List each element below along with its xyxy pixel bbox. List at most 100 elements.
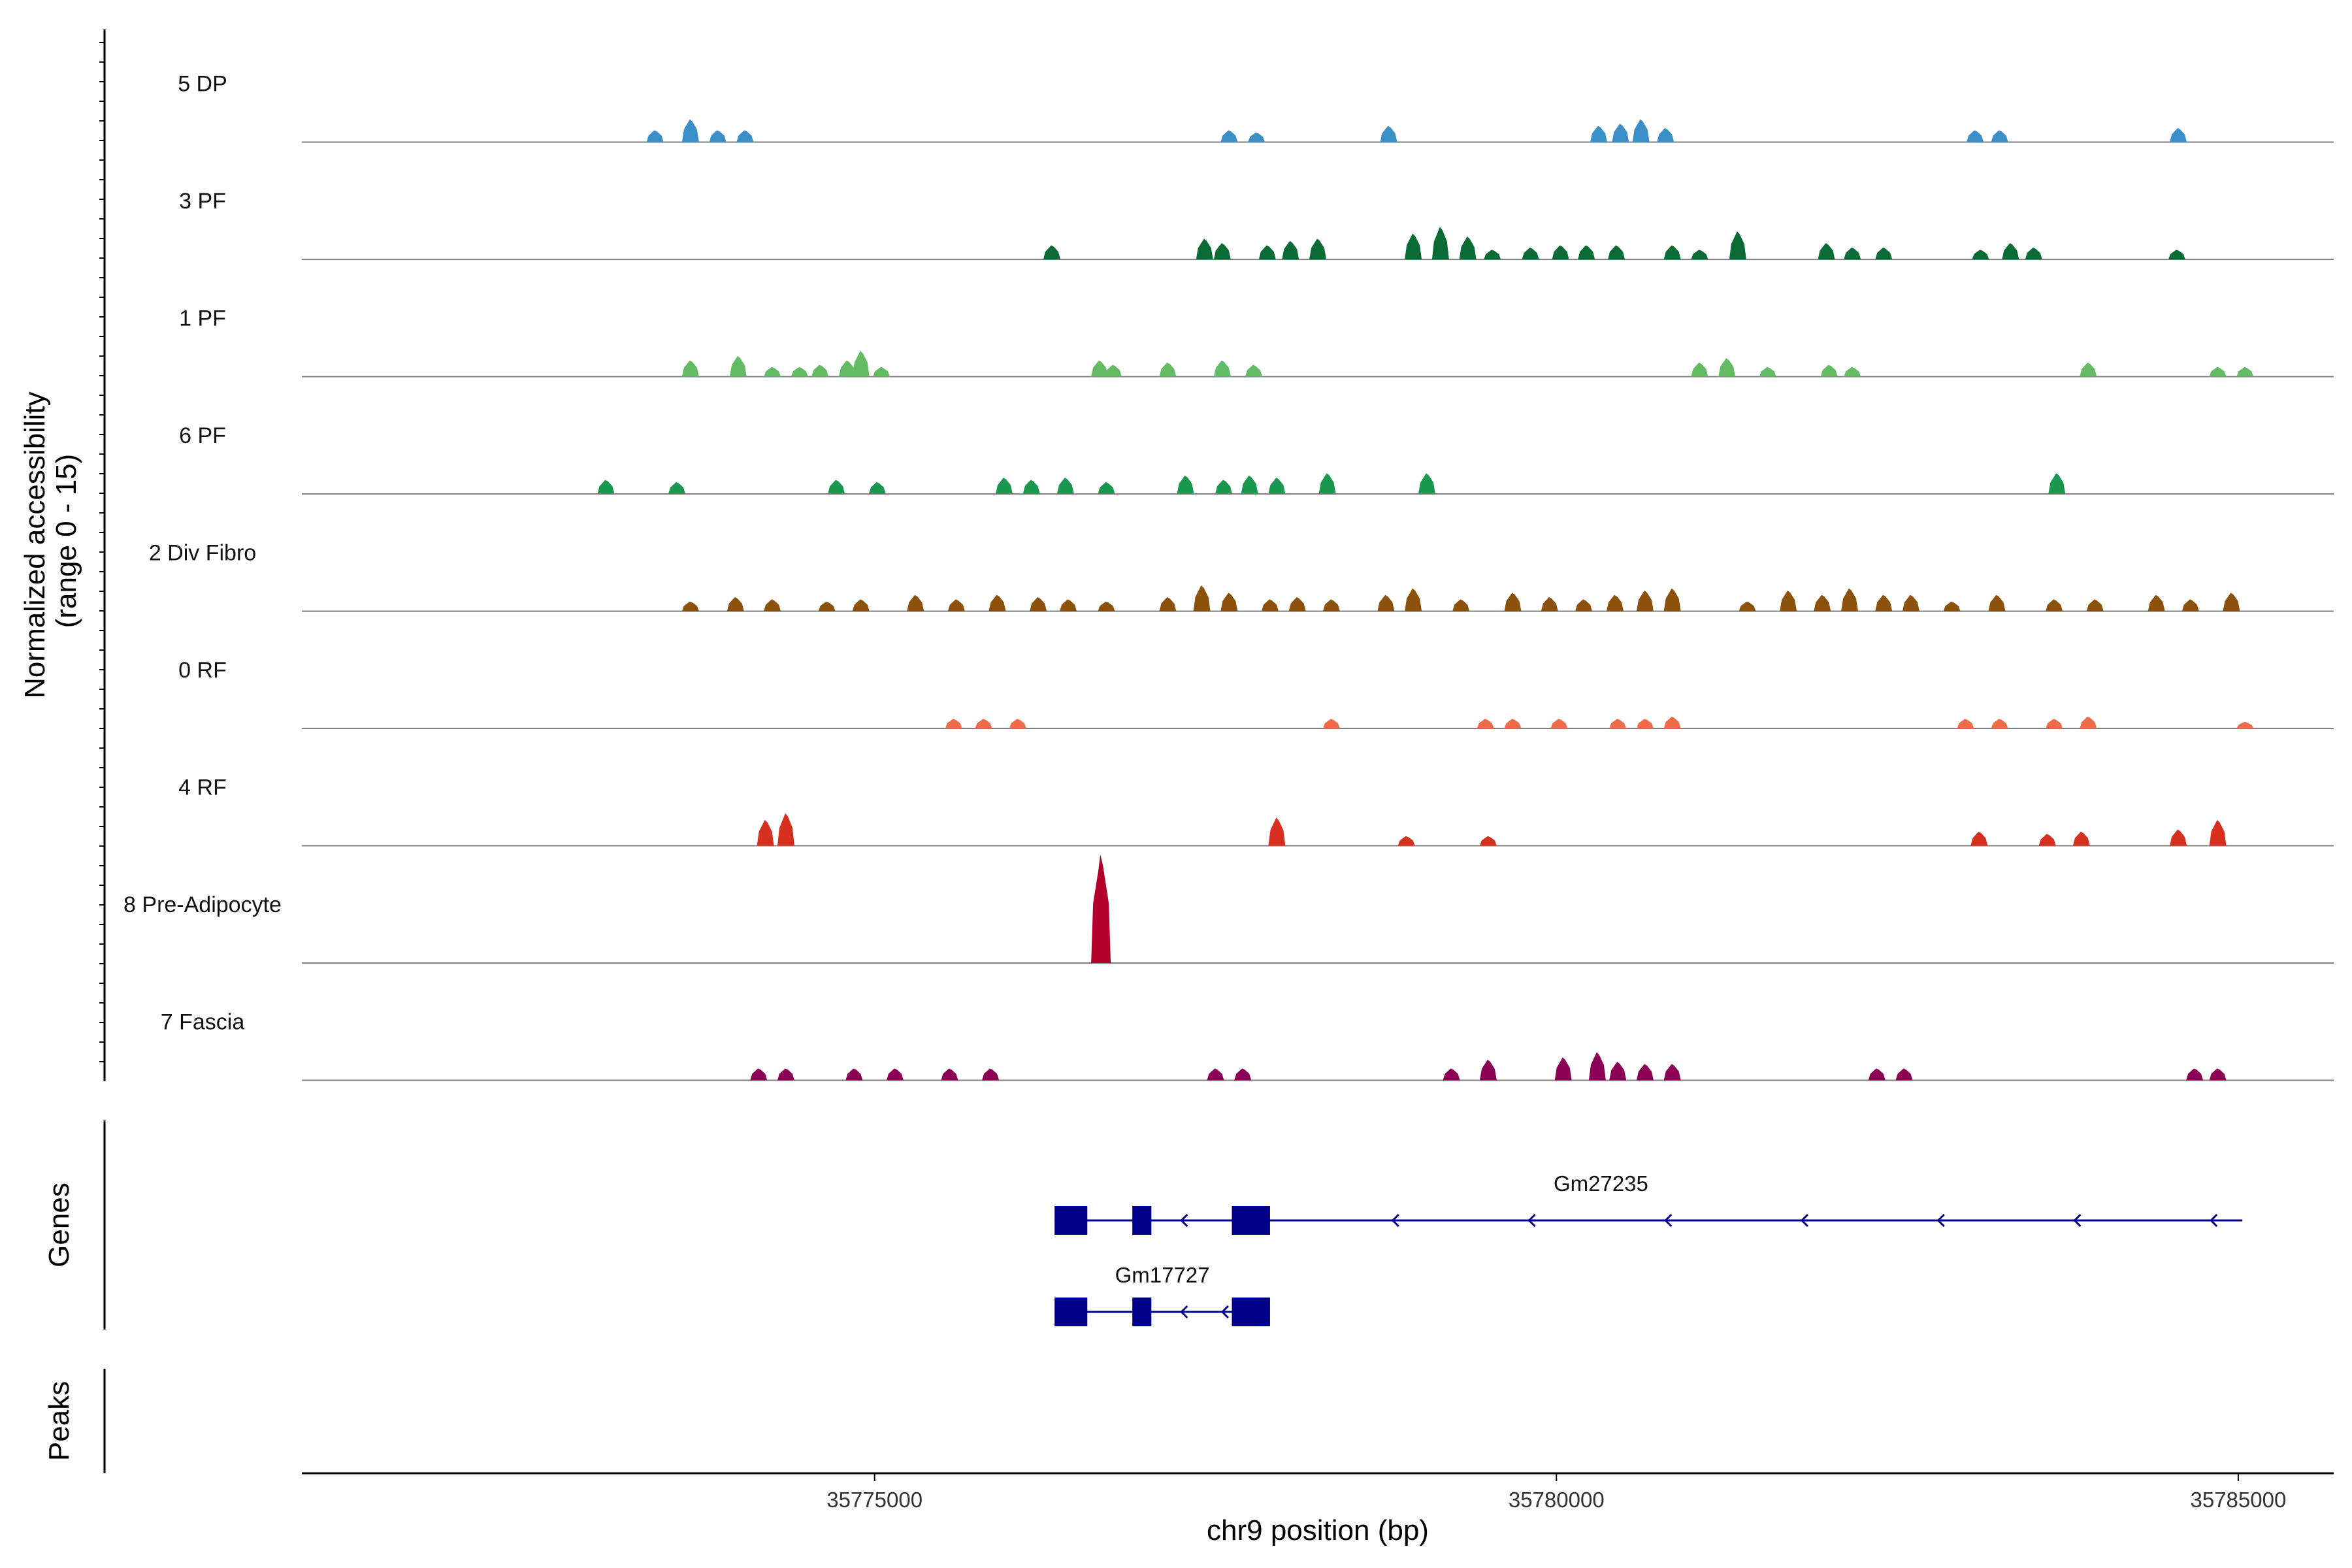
coverage-peak [1405,588,1422,612]
x-axis-title: chr9 position (bp) [1207,1514,1429,1546]
coverage-peak [873,367,890,377]
coverage-peak [668,482,685,494]
coverage-peak [2209,1068,2227,1081]
peaks-panel-title: Peaks [43,1381,75,1461]
coverage-peak [907,595,924,612]
track-2-div-fibro: 2 Div Fibro [149,541,2334,612]
strand-arrow [1220,1305,1229,1319]
track-label: 5 DP [178,72,227,97]
track-0-rf: 0 RF [178,658,2334,729]
coverage-peak [1504,719,1522,728]
coverage-peak [1245,365,1262,377]
strand-arrow [2210,1213,2218,1228]
coverage-peak [2080,363,2097,377]
track-4-rf: 4 RF [178,776,2334,847]
coverage-peak [1282,240,1299,259]
coverage-peak [1261,599,1279,612]
coverage-peak [1193,585,1211,612]
coverage-peak [995,478,1013,494]
coverage-peak [2236,721,2254,728]
coverage-peak [1578,245,1595,259]
coverage-peak [1030,597,1047,612]
coverage-peak [1091,360,1109,377]
coverage-peak [1377,595,1395,612]
coverage-peak [2046,599,2063,612]
coverage-peak [1258,245,1276,259]
gene-gm27235: Gm27235 [1054,1171,2243,1235]
coverage-peak [975,719,992,728]
coverage-peak [681,601,699,612]
coverage-peak [1902,595,1919,612]
coverage-peak [1609,719,1627,728]
gene-exon [1232,1206,1270,1235]
track-5-dp: 5 DP [178,72,2334,143]
coverage-peak [1213,360,1231,377]
coverage-peak [1841,588,1859,612]
coverage-peak [1663,588,1681,612]
coverage-peak [1970,832,1988,846]
coverage-peak [1418,473,1435,494]
coverage-peak [2025,247,2042,259]
coverage-peak [1991,130,2008,142]
coverage-peak [886,1068,904,1081]
peaks-panel: Peaks [43,1369,106,1473]
coverage-peak [838,360,856,377]
coverage-peak [1895,1068,1913,1081]
track-label: 4 RF [178,776,227,800]
coverage-peak [1309,238,1326,259]
coverage-peak [1844,367,1861,377]
track-label: 6 PF [179,423,226,448]
coverage-peak [1607,595,1624,612]
gene-exon [1232,1298,1270,1326]
track-6-pf: 6 PF [179,423,2334,495]
coverage-peak [1241,475,1258,494]
coverage-peak [1814,595,1831,612]
coverage-peak [597,480,615,494]
coverage-peak [1405,233,1422,259]
track-label: 8 Pre-Adipocyte [123,892,282,917]
coverage-peak [1608,245,1625,259]
coverage-peak [1739,601,1756,612]
coverage-peak [1268,478,1286,494]
coverage-peak [2209,367,2227,377]
coverage-peak [764,367,781,377]
track-label: 0 RF [178,658,227,683]
coverage-peak [1234,1068,1252,1081]
coverage-peak [1397,836,1415,846]
gene-exon [1054,1298,1088,1326]
genes-panel: Genes Gm27235 Gm17727 [43,1120,2243,1330]
coverage-peak [1691,363,1708,377]
coverage-peak [2168,250,2185,259]
coverage-peak [1504,593,1522,612]
coverage-peak [1479,836,1497,846]
coverage-peak [1098,601,1115,612]
coverage-peak [727,597,744,612]
coverage-peak [1159,597,1177,612]
coverage-peak [845,1068,863,1081]
coverage-peak [1098,482,1115,494]
coverage-peak [941,1068,958,1081]
x-tick-label: 35775000 [826,1488,923,1512]
gene-gm17727: Gm17727 [1054,1263,1270,1326]
coverage-peak [1991,719,2008,728]
coverage-peak [988,595,1006,612]
coverage-peak [1657,128,1674,142]
coverage-peak [1663,245,1681,259]
coverage-peak [1159,363,1177,377]
coverage-peak [2046,719,2063,728]
coverage-peak [2170,829,2187,846]
coverage-peak [2048,473,2066,494]
coverage-peak [736,130,754,142]
x-axis: 35775000 35780000 35785000 chr9 position (… [302,1472,2334,1546]
coverage-peak [1288,597,1306,612]
track-label: 3 PF [179,189,226,214]
coverage-peak [2002,243,2019,259]
coverage-peak [729,355,747,377]
track-label: 1 PF [179,306,226,331]
coverage-peak [2072,832,2090,846]
coverage-peak [1590,125,1607,142]
x-tick-label: 35780000 [1509,1488,1605,1512]
coverage-peak [2038,834,2056,846]
coverage-peak [1636,1064,1654,1081]
